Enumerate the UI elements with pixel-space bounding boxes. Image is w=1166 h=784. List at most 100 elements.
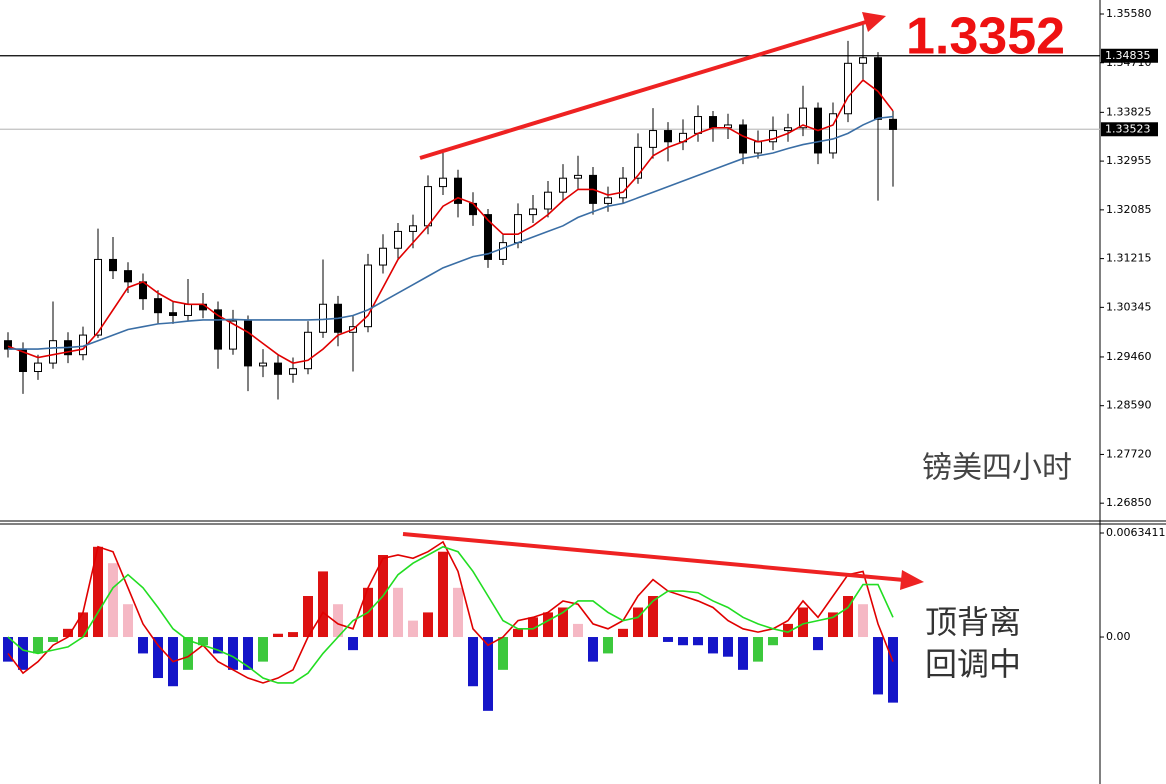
- histogram-bar: [618, 628, 628, 638]
- histogram-bar: [888, 637, 898, 703]
- candle-body: [289, 368, 297, 375]
- y-tick-label: 1.30345: [1106, 300, 1152, 313]
- histogram-bar: [528, 617, 538, 638]
- histogram-bar: [408, 620, 418, 638]
- candle-body: [169, 312, 177, 316]
- histogram-bar: [768, 637, 778, 646]
- candle-body: [94, 258, 102, 336]
- moving-average: [8, 115, 894, 350]
- price-level-box: [1101, 122, 1158, 137]
- macd-line: [7, 545, 894, 684]
- candle-body: [259, 362, 267, 367]
- candle-body: [604, 197, 612, 204]
- candle-body: [769, 130, 777, 143]
- candle-body: [229, 320, 237, 350]
- candle-body: [34, 362, 42, 373]
- histogram-bar: [198, 637, 208, 646]
- histogram-bar: [213, 637, 223, 654]
- histogram-bar: [18, 637, 28, 670]
- histogram-bar: [603, 637, 613, 654]
- histogram-bar: [33, 637, 43, 654]
- candle-body: [244, 320, 252, 367]
- candle-body: [574, 174, 582, 179]
- candle-body: [184, 303, 192, 316]
- y-tick-label: 1.32955: [1106, 154, 1152, 167]
- macd-line: [7, 540, 894, 684]
- histogram-bar: [123, 604, 133, 638]
- histogram-bar: [138, 637, 148, 654]
- candle-body: [484, 214, 492, 260]
- candle-body: [544, 191, 552, 210]
- histogram-bar: [573, 623, 583, 638]
- histogram-bar: [228, 637, 238, 670]
- macd-annotation: 顶背离: [925, 603, 1021, 641]
- histogram-bar: [678, 637, 688, 646]
- histogram-bar: [243, 637, 253, 670]
- histogram-bar: [48, 637, 58, 642]
- candle-body: [409, 225, 417, 232]
- price-panel: 1.355801.347101.338251.329551.320851.312…: [0, 7, 1158, 509]
- histogram-bar: [318, 571, 328, 638]
- histogram-bar: [753, 637, 763, 662]
- histogram-bar: [813, 637, 823, 651]
- trend-arrow: [419, 20, 867, 160]
- candle-body: [889, 118, 897, 130]
- histogram-bar: [108, 563, 118, 638]
- price-annotation: 1.3352: [906, 8, 1065, 66]
- candle-body: [829, 113, 837, 154]
- candle-body: [514, 214, 522, 244]
- divergence-arrow: [402, 532, 905, 582]
- candle-body: [439, 177, 447, 188]
- candle-body: [124, 270, 132, 283]
- candle-body: [304, 331, 312, 370]
- histogram-bar: [423, 612, 433, 638]
- histogram-bar: [273, 633, 283, 638]
- histogram-bar: [783, 623, 793, 638]
- candle-body: [379, 247, 387, 266]
- histogram-bar: [183, 637, 193, 670]
- candle-body: [364, 264, 372, 328]
- price-level-box: [1101, 48, 1158, 63]
- histogram-bar: [558, 607, 568, 638]
- candle-body: [784, 127, 792, 132]
- candle-body: [559, 177, 567, 193]
- histogram-bar: [648, 596, 658, 638]
- histogram-bar: [723, 637, 733, 657]
- histogram-bar: [738, 637, 748, 670]
- candle-body: [754, 141, 762, 154]
- histogram-bar: [63, 628, 73, 638]
- candle-body: [424, 186, 432, 227]
- y-tick-label: 1.31215: [1106, 252, 1152, 265]
- histogram-bar: [873, 637, 883, 695]
- candle-body: [619, 177, 627, 199]
- histogram-bar: [93, 546, 103, 638]
- candle-body: [844, 62, 852, 115]
- histogram-bar: [453, 587, 463, 638]
- histogram-bar: [633, 607, 643, 638]
- candle-body: [499, 242, 507, 260]
- candle-body: [649, 130, 657, 148]
- histogram-bar: [438, 551, 448, 638]
- candle-body: [154, 298, 162, 314]
- moving-average: [7, 79, 894, 364]
- candle-body: [214, 309, 222, 350]
- arrow-head: [862, 12, 886, 32]
- candle-body: [529, 208, 537, 216]
- histogram-bar: [708, 637, 718, 654]
- candle-body: [109, 258, 117, 272]
- y-tick-label: 1.33825: [1106, 105, 1152, 118]
- candle-body: [394, 230, 402, 249]
- candle-body: [799, 107, 807, 129]
- price-level-label: 1.34835: [1105, 49, 1151, 62]
- candle-body: [709, 116, 717, 129]
- candle-body: [454, 177, 462, 204]
- histogram-bar: [543, 612, 553, 638]
- y-tick-label: 1.35580: [1106, 7, 1152, 20]
- histogram-bar: [78, 612, 88, 638]
- histogram-bar: [858, 604, 868, 638]
- candle-body: [694, 116, 702, 134]
- histogram-bar: [483, 637, 493, 711]
- histogram-bar: [468, 637, 478, 687]
- y-tick-label: 1.29460: [1106, 350, 1152, 363]
